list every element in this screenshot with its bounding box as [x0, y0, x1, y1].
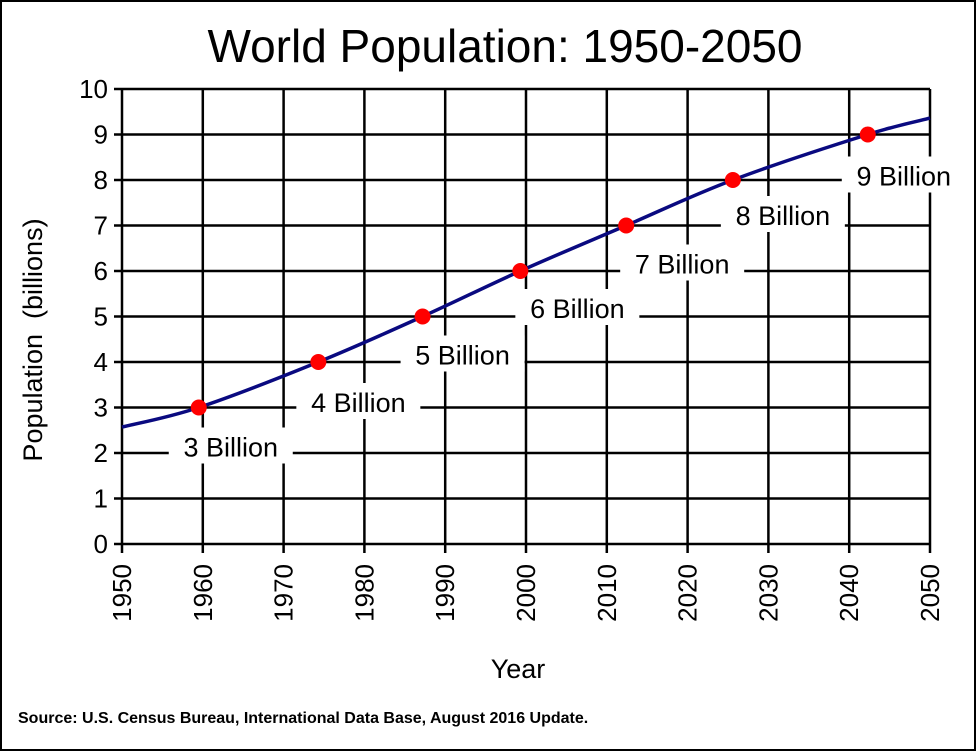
milestone-label-background	[841, 156, 966, 193]
x-tick-label: 1960	[188, 564, 218, 622]
y-tick-label: 8	[94, 165, 108, 195]
milestone-marker	[190, 399, 207, 416]
milestone-label-background	[515, 289, 640, 325]
milestone-marker	[724, 172, 741, 188]
y-tick-label: 5	[94, 302, 108, 332]
x-tick-label: 1990	[430, 564, 460, 622]
milestone-markers	[190, 126, 876, 416]
milestone-marker	[512, 263, 529, 279]
y-tick-label: 0	[94, 529, 108, 559]
y-tick-labels: 0 1 2 3 4 5 6 7 8 9 10	[79, 74, 108, 559]
y-axis-label: Population (billions)	[18, 218, 48, 461]
milestone-label-background	[168, 427, 293, 464]
milestone-label: 7 Billion	[635, 250, 730, 280]
milestone-label-background	[400, 335, 525, 372]
x-tick-label: 2040	[834, 564, 864, 622]
milestone-marker	[414, 308, 431, 325]
milestone-label: 8 Billion	[736, 201, 831, 231]
milestone-marker	[859, 126, 876, 143]
milestone-label-background	[720, 196, 845, 232]
x-tick-label: 1980	[349, 564, 379, 622]
milestone-label: 4 Billion	[311, 388, 406, 418]
milestone-marker	[618, 217, 635, 234]
y-tick-label: 10	[79, 74, 108, 104]
x-axis-label: Year	[491, 654, 546, 684]
milestone-label: 9 Billion	[857, 162, 952, 192]
milestone-label-background	[620, 244, 745, 281]
y-tick-label: 4	[94, 347, 108, 377]
y-tick-label: 3	[94, 393, 108, 423]
milestone-marker	[310, 354, 327, 370]
x-tick-label: 2030	[753, 564, 783, 622]
y-tick-label: 6	[94, 256, 108, 286]
milestone-label: 6 Billion	[530, 294, 625, 324]
x-tick-label: 2000	[511, 564, 541, 622]
y-tick-label: 2	[94, 438, 108, 468]
milestone-label: 5 Billion	[415, 341, 510, 371]
milestone-label-background	[296, 383, 421, 419]
x-tick-label: 2020	[673, 564, 703, 622]
source-note: Source: U.S. Census Bureau, Internationa…	[18, 710, 588, 727]
y-tick-label: 7	[94, 211, 108, 241]
milestone-label: 3 Billion	[183, 433, 278, 463]
x-tick-label: 2010	[592, 564, 622, 622]
x-tick-label: 1970	[269, 564, 299, 622]
x-tick-label: 1950	[107, 564, 137, 622]
chart-title: World Population: 1950-2050	[207, 20, 802, 72]
x-tick-labels: 1950 1960 1970 1980 1990 2000 2010 2020 2030 2040…	[107, 564, 945, 622]
milestone-labels: 3 Billion 4 Billion 5 Billion 6 Billion 7 Bi…	[168, 156, 966, 464]
y-tick-label: 1	[94, 484, 108, 514]
x-tick-label: 2050	[915, 564, 945, 622]
y-tick-label: 9	[94, 120, 108, 150]
